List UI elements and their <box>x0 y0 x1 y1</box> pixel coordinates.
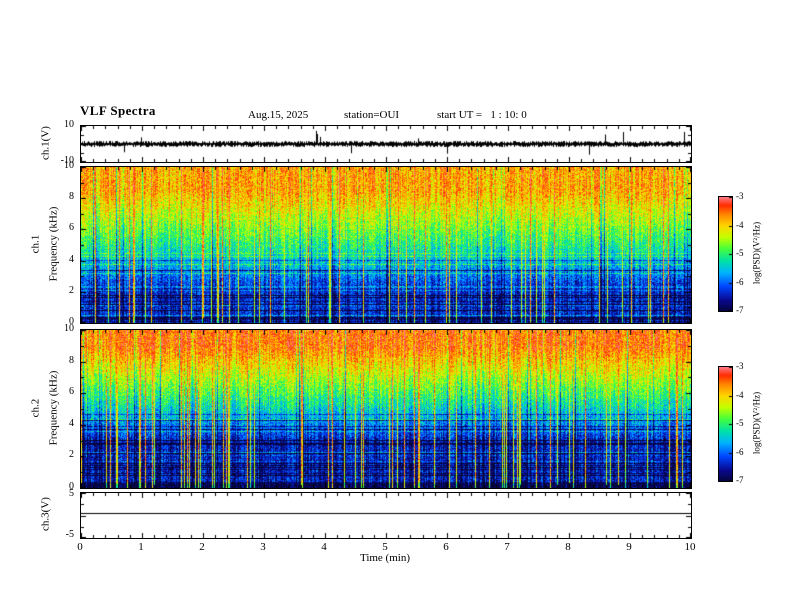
ch1-spec-ylabel: Frequency (kHz) <box>47 206 60 282</box>
colorbar-ch2 <box>718 366 733 482</box>
x-tick-label: 9 <box>626 541 632 553</box>
x-tick-label: 1 <box>138 541 144 553</box>
station-label: station=OUI <box>344 109 400 121</box>
colorbar-ch1 <box>718 196 733 312</box>
x-tick-label: 7 <box>504 541 510 553</box>
ch1-spec-ytick-label: 8 <box>69 191 74 203</box>
colorbar-tick-label: -4 <box>736 389 744 400</box>
date-label: Aug.15, 2025 <box>248 109 309 121</box>
ch1-wave-ytick-label: -10 <box>60 155 74 166</box>
ch2-spectrogram-canvas <box>80 329 692 489</box>
x-tick-label: 0 <box>77 541 83 553</box>
ch2-spec-channel-label: ch.2 <box>29 398 42 418</box>
x-tick-label: 5 <box>382 541 388 553</box>
x-tick-label: 3 <box>260 541 266 553</box>
ch1-spec-ytick-label: 2 <box>69 284 74 296</box>
colorbar-tick-label: -5 <box>736 248 744 258</box>
ch2-spec-ytick-label: 8 <box>69 354 74 366</box>
colorbar2-label: log(PSD)(V²/Hz) <box>751 391 762 455</box>
colorbar-tick-label: -6 <box>736 446 744 457</box>
colorbar-tick-label: -6 <box>736 276 744 287</box>
ch2-spec-ylabel: Frequency (kHz) <box>47 370 60 446</box>
x-tick-label: 10 <box>684 541 696 553</box>
colorbar-tick-label: -5 <box>736 418 744 428</box>
ch2-spec-ytick-label: 6 <box>69 386 74 398</box>
x-axis-label: Time (min) <box>359 552 410 564</box>
ch1-spectrogram-canvas <box>80 166 692 324</box>
ch1-waveform-canvas <box>80 125 692 163</box>
colorbar-tick-label: -3 <box>736 191 744 201</box>
ch3-trace-canvas <box>80 492 692 539</box>
colorbar1-label: log(PSD)(V²/Hz) <box>751 221 762 285</box>
ch1-spec-ytick-label: 0 <box>69 316 74 327</box>
ch1-spec-ytick-label: 6 <box>69 222 74 234</box>
ch2-spec-ytick-label: 10 <box>64 323 74 334</box>
colorbar-tick-label: -3 <box>736 361 744 371</box>
ch1-spec-channel-label: ch.1 <box>29 234 42 254</box>
x-tick-label: 4 <box>321 541 327 553</box>
x-tick-label: 2 <box>199 541 205 553</box>
ch3-ylabel: ch.3(V) <box>39 497 52 531</box>
ch2-spec-ytick-label: 2 <box>69 449 74 461</box>
colorbar-tick-label: -7 <box>736 305 744 315</box>
x-tick-label: 8 <box>565 541 571 553</box>
colorbar-tick-label: -4 <box>736 219 744 230</box>
ch1-spec-ytick-label: 4 <box>69 253 74 265</box>
start-ut-label: start UT = 1 : 10: 0 <box>437 109 527 121</box>
ch1-spec-ytick-label: 10 <box>64 160 74 171</box>
x-tick-label: 6 <box>443 541 449 553</box>
ch3-ytick-label: -5 <box>65 529 74 540</box>
figure-title: VLF Spectra <box>80 103 156 118</box>
ch2-spec-ytick-label: 0 <box>69 481 74 492</box>
ch3-ytick-label: 5 <box>69 488 74 499</box>
colorbar-tick-label: -7 <box>736 475 744 485</box>
ch1-wave-ytick-label: 10 <box>64 119 74 130</box>
ch2-spec-ytick-label: 4 <box>69 417 74 429</box>
